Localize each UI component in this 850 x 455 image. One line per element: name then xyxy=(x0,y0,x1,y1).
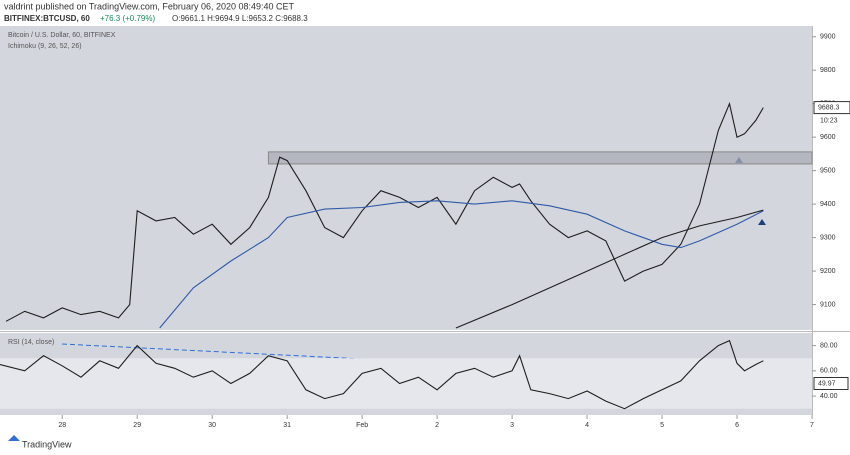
rsi-value-label: 49.97 xyxy=(818,380,836,387)
countdown: 10:23 xyxy=(820,117,838,124)
x-tick-label: 29 xyxy=(133,422,141,429)
x-tick-label: 5 xyxy=(660,422,664,429)
line-series xyxy=(159,200,764,329)
y-tick-label: 9200 xyxy=(820,268,836,275)
x-tick-label: 4 xyxy=(585,422,589,429)
price-pane xyxy=(0,26,812,330)
author-line: valdrint published on TradingView.com, F… xyxy=(4,1,295,11)
rsi-band xyxy=(0,358,812,409)
pane-title: Bitcoin / U.S. Dollar, 60, BITFINEX xyxy=(8,32,116,39)
y-tick-label: 9900 xyxy=(820,34,836,41)
y-tick-label: 9600 xyxy=(820,134,836,141)
price-label-box xyxy=(813,101,850,115)
y-tick-label: 40.00 xyxy=(820,393,838,400)
symbol: BITFINEX:BTCUSD, 60 xyxy=(4,14,90,23)
y-tick-label: 9800 xyxy=(820,67,836,74)
line-series xyxy=(5,101,764,322)
ohlc: O:9661.1 H:9694.9 L:9653.2 C:9688.3 xyxy=(172,14,308,23)
line-series xyxy=(455,209,764,329)
triangle-marker xyxy=(758,219,766,225)
x-tick-label: 7 xyxy=(810,422,814,429)
footer-brand: TradingView xyxy=(22,439,72,449)
x-tick-label: 30 xyxy=(208,422,216,429)
x-tick-label: 31 xyxy=(283,422,291,429)
line-series xyxy=(0,339,764,410)
y-tick-label: 9100 xyxy=(820,301,836,308)
y-tick-label: 9300 xyxy=(820,234,836,241)
x-tick-label: 2 xyxy=(435,422,439,429)
y-tick-label: 9500 xyxy=(820,167,836,174)
y-tick-label: 60.00 xyxy=(820,368,838,375)
indicator-title: Ichimoku (9, 26, 52, 26) xyxy=(8,43,82,50)
x-tick-label: 28 xyxy=(58,422,66,429)
price-label: 9688.3 xyxy=(818,104,840,111)
x-tick-label: Feb xyxy=(356,422,368,429)
rsi-title: RSI (14, close) xyxy=(8,339,54,346)
rsi-value-box xyxy=(813,376,849,390)
change: +76.3 (+0.79%) xyxy=(100,14,155,23)
x-tick-label: 3 xyxy=(510,422,514,429)
y-tick-label: 9400 xyxy=(820,201,836,208)
x-tick-label: 6 xyxy=(735,422,739,429)
resistance-zone xyxy=(267,151,813,165)
logo xyxy=(8,435,20,441)
y-tick-label: 80.00 xyxy=(820,342,838,349)
